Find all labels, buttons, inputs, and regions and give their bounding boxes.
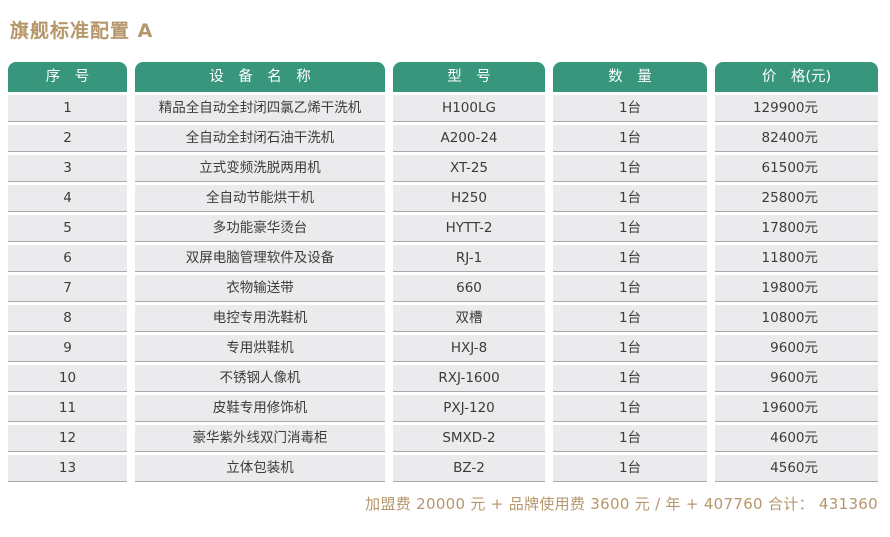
cell-model: XT-25 bbox=[393, 155, 545, 182]
table-row: 7 衣物输送带 660 1台 19800元 bbox=[8, 275, 878, 302]
header-model: 型 号 bbox=[393, 62, 545, 92]
table-row: 2 全自动全封闭石油干洗机 A200-24 1台 82400元 bbox=[8, 125, 878, 152]
cell-quantity: 1台 bbox=[553, 335, 707, 362]
table-row: 8 电控专用洗鞋机 双槽 1台 10800元 bbox=[8, 305, 878, 332]
cell-quantity: 1台 bbox=[553, 125, 707, 152]
cell-model: RXJ-1600 bbox=[393, 365, 545, 392]
table-row: 4 全自动节能烘干机 H250 1台 25800元 bbox=[8, 185, 878, 212]
header-price: 价 格(元) bbox=[715, 62, 878, 92]
table-row: 5 多功能豪华烫台 HYTT-2 1台 17800元 bbox=[8, 215, 878, 242]
table-body: 1 精品全自动全封闭四氯乙烯干洗机 H100LG 1台 129900元 2 全自… bbox=[8, 95, 878, 482]
cell-quantity: 1台 bbox=[553, 305, 707, 332]
cell-price: 19600元 bbox=[715, 395, 878, 422]
cell-price: 11800元 bbox=[715, 245, 878, 272]
table-row: 3 立式变频洗脱两用机 XT-25 1台 61500元 bbox=[8, 155, 878, 182]
cell-model: H100LG bbox=[393, 95, 545, 122]
header-quantity: 数 量 bbox=[553, 62, 707, 92]
cell-model: HXJ-8 bbox=[393, 335, 545, 362]
cell-equipment-name: 衣物输送带 bbox=[135, 275, 385, 302]
cell-serial-number: 2 bbox=[8, 125, 127, 152]
cell-serial-number: 6 bbox=[8, 245, 127, 272]
cell-equipment-name: 全自动节能烘干机 bbox=[135, 185, 385, 212]
table-row: 11 皮鞋专用修饰机 PXJ-120 1台 19600元 bbox=[8, 395, 878, 422]
cell-quantity: 1台 bbox=[553, 185, 707, 212]
table-row: 10 不锈钢人像机 RXJ-1600 1台 9600元 bbox=[8, 365, 878, 392]
cell-price: 19800元 bbox=[715, 275, 878, 302]
cell-price: 129900元 bbox=[715, 95, 878, 122]
cell-price: 4600元 bbox=[715, 425, 878, 452]
cell-quantity: 1台 bbox=[553, 395, 707, 422]
cell-serial-number: 12 bbox=[8, 425, 127, 452]
page: 旗舰标准配置 A 序 号 设 备 名 称 型 号 数 量 价 格(元) 1 精品… bbox=[8, 20, 878, 513]
cell-price: 82400元 bbox=[715, 125, 878, 152]
cell-price: 9600元 bbox=[715, 335, 878, 362]
cell-quantity: 1台 bbox=[553, 245, 707, 272]
cell-equipment-name: 立式变频洗脱两用机 bbox=[135, 155, 385, 182]
cell-serial-number: 7 bbox=[8, 275, 127, 302]
table-row: 13 立体包装机 BZ-2 1台 4560元 bbox=[8, 455, 878, 482]
cell-serial-number: 10 bbox=[8, 365, 127, 392]
cell-quantity: 1台 bbox=[553, 275, 707, 302]
cell-serial-number: 5 bbox=[8, 215, 127, 242]
table-row: 9 专用烘鞋机 HXJ-8 1台 9600元 bbox=[8, 335, 878, 362]
cell-quantity: 1台 bbox=[553, 215, 707, 242]
header-serial-number: 序 号 bbox=[8, 62, 127, 92]
cell-equipment-name: 豪华紫外线双门消毒柜 bbox=[135, 425, 385, 452]
table-row: 12 豪华紫外线双门消毒柜 SMXD-2 1台 4600元 bbox=[8, 425, 878, 452]
cell-quantity: 1台 bbox=[553, 365, 707, 392]
cell-serial-number: 9 bbox=[8, 335, 127, 362]
cell-model: A200-24 bbox=[393, 125, 545, 152]
header-equipment-name: 设 备 名 称 bbox=[135, 62, 385, 92]
cell-model: SMXD-2 bbox=[393, 425, 545, 452]
cell-model: 双槽 bbox=[393, 305, 545, 332]
cell-quantity: 1台 bbox=[553, 95, 707, 122]
cell-price: 17800元 bbox=[715, 215, 878, 242]
cell-price: 25800元 bbox=[715, 185, 878, 212]
cell-price: 10800元 bbox=[715, 305, 878, 332]
cell-model: 660 bbox=[393, 275, 545, 302]
cell-model: BZ-2 bbox=[393, 455, 545, 482]
cell-equipment-name: 精品全自动全封闭四氯乙烯干洗机 bbox=[135, 95, 385, 122]
cell-serial-number: 13 bbox=[8, 455, 127, 482]
cell-model: H250 bbox=[393, 185, 545, 212]
cell-serial-number: 8 bbox=[8, 305, 127, 332]
cell-equipment-name: 电控专用洗鞋机 bbox=[135, 305, 385, 332]
cell-equipment-name: 全自动全封闭石油干洗机 bbox=[135, 125, 385, 152]
table-row: 6 双屏电脑管理软件及设备 RJ-1 1台 11800元 bbox=[8, 245, 878, 272]
cell-equipment-name: 皮鞋专用修饰机 bbox=[135, 395, 385, 422]
cell-model: RJ-1 bbox=[393, 245, 545, 272]
cell-equipment-name: 多功能豪华烫台 bbox=[135, 215, 385, 242]
table-row: 1 精品全自动全封闭四氯乙烯干洗机 H100LG 1台 129900元 bbox=[8, 95, 878, 122]
cell-model: PXJ-120 bbox=[393, 395, 545, 422]
cell-price: 4560元 bbox=[715, 455, 878, 482]
cell-equipment-name: 专用烘鞋机 bbox=[135, 335, 385, 362]
cell-quantity: 1台 bbox=[553, 425, 707, 452]
cell-price: 61500元 bbox=[715, 155, 878, 182]
cell-serial-number: 11 bbox=[8, 395, 127, 422]
cell-serial-number: 4 bbox=[8, 185, 127, 212]
cell-quantity: 1台 bbox=[553, 155, 707, 182]
cell-price: 9600元 bbox=[715, 365, 878, 392]
cell-equipment-name: 双屏电脑管理软件及设备 bbox=[135, 245, 385, 272]
cell-quantity: 1台 bbox=[553, 455, 707, 482]
page-title: 旗舰标准配置 A bbox=[10, 20, 154, 42]
total-cost-note: 加盟费 20000 元 + 品牌使用费 3600 元 / 年 + 407760 … bbox=[365, 495, 878, 513]
table-header-row: 序 号 设 备 名 称 型 号 数 量 价 格(元) bbox=[8, 62, 878, 92]
cell-serial-number: 1 bbox=[8, 95, 127, 122]
cell-equipment-name: 不锈钢人像机 bbox=[135, 365, 385, 392]
cell-equipment-name: 立体包装机 bbox=[135, 455, 385, 482]
cell-serial-number: 3 bbox=[8, 155, 127, 182]
equipment-table: 序 号 设 备 名 称 型 号 数 量 价 格(元) 1 精品全自动全封闭四氯乙… bbox=[8, 62, 878, 482]
cell-model: HYTT-2 bbox=[393, 215, 545, 242]
